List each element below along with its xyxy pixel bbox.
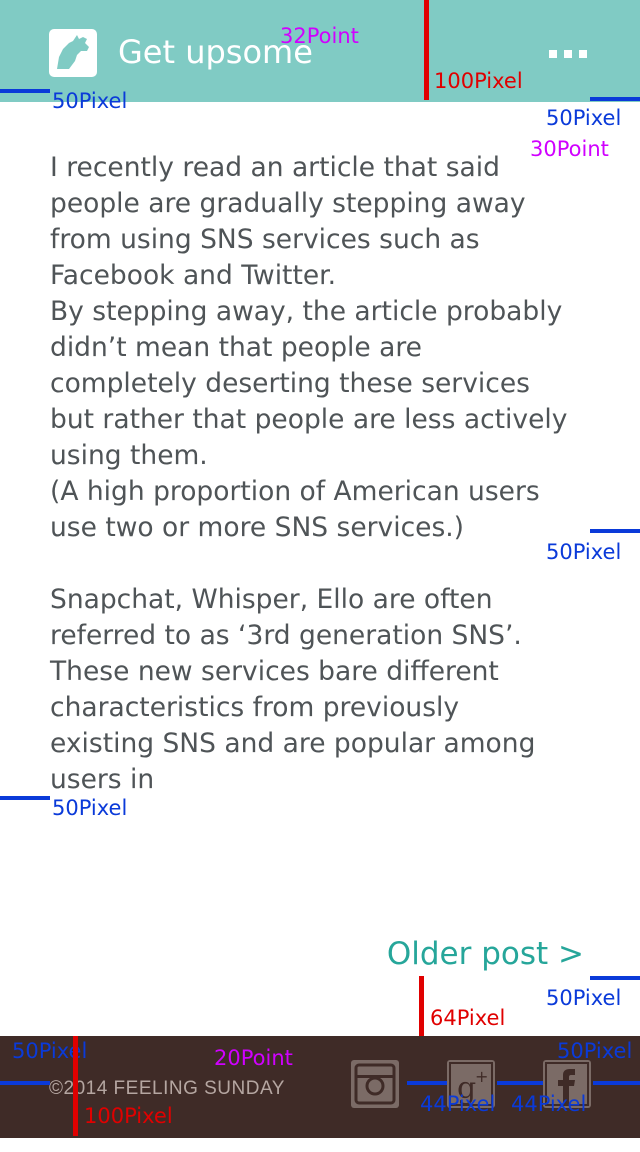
app-header: Get upsome: [0, 0, 640, 102]
dot: [579, 50, 587, 58]
annotation-older-post-gap: 64Pixel: [430, 1006, 506, 1030]
app-title: Get upsome: [118, 33, 313, 71]
annotation-icon-size: 44Pixel: [420, 1092, 496, 1116]
measure-line-horizontal: [0, 796, 50, 800]
annotation-older-post-margin: 50Pixel: [546, 986, 622, 1010]
more-dots-icon[interactable]: [540, 36, 596, 72]
instagram-icon[interactable]: [351, 1060, 399, 1108]
annotation-header-height: 100Pixel: [434, 69, 523, 93]
annotation-content-right-margin: 50Pixel: [546, 106, 622, 130]
article-paragraph: I recently read an article that said peo…: [50, 152, 568, 543]
measure-line-horizontal: [593, 1081, 640, 1085]
measure-line-horizontal: [590, 97, 640, 101]
measure-line-vertical: [419, 976, 424, 1036]
measure-line-horizontal: [590, 529, 640, 533]
annotation-header-left-margin: 50Pixel: [52, 89, 128, 113]
copyright-text: ©2014 FEELING SUNDAY: [49, 1078, 285, 1099]
measure-line-horizontal: [497, 1081, 543, 1085]
footer: ©2014 FEELING SUNDAY g +: [0, 1036, 640, 1138]
rhino-logo-icon[interactable]: [49, 29, 97, 77]
article-body: I recently read an article that said peo…: [50, 150, 590, 798]
annotation-content-left-margin: 50Pixel: [52, 796, 128, 820]
annotation-content-right-margin-2: 50Pixel: [546, 540, 622, 564]
svg-text:+: +: [475, 1067, 488, 1086]
annotation-content-size: 30Point: [530, 137, 609, 161]
older-post-link[interactable]: Older post >: [386, 936, 584, 972]
measure-line-vertical: [424, 0, 429, 100]
measure-line-horizontal: [407, 1081, 447, 1085]
measure-line-horizontal: [0, 89, 50, 93]
dot: [549, 50, 557, 58]
annotation-icon-size: 44Pixel: [511, 1092, 587, 1116]
annotation-footer-height: 100Pixel: [84, 1104, 173, 1128]
measure-line-horizontal: [590, 976, 640, 980]
measure-line-horizontal: [0, 1081, 50, 1085]
facebook-icon[interactable]: [543, 1060, 591, 1108]
google-plus-icon[interactable]: g +: [447, 1060, 495, 1108]
dot: [564, 50, 572, 58]
annotation-footer-size: 20Point: [214, 1046, 293, 1070]
measure-line-vertical: [73, 1036, 78, 1136]
article-paragraph: Snapchat, Whisper, Ello are often referr…: [50, 584, 536, 795]
paragraph-gap: [50, 546, 590, 582]
annotation-footer-right-margin: 50Pixel: [557, 1039, 633, 1063]
annotation-title-size: 32Point: [280, 24, 359, 48]
svg-text:g: g: [457, 1071, 476, 1106]
